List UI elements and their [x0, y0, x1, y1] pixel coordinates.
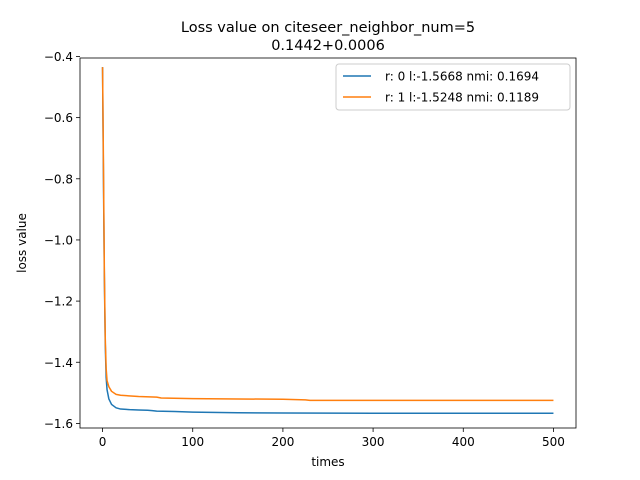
x-tick-label: 300	[362, 435, 385, 449]
x-tick-label: 500	[542, 435, 565, 449]
y-tick-label: −0.4	[44, 50, 73, 64]
y-tick-label: −1.6	[44, 417, 73, 431]
series-layer	[101, 67, 554, 415]
plot-frame	[79, 57, 577, 429]
x-tick-label: 400	[452, 435, 475, 449]
x-tick-label: 100	[181, 435, 204, 449]
legend-frame	[335, 63, 571, 111]
y-tick-label: −1.2	[44, 295, 73, 309]
y-axis-label: loss value	[15, 213, 29, 273]
chart-subtitle: 0.1442+0.0006	[271, 38, 385, 54]
chart-title: Loss value on citeseer_neighbor_num=5	[181, 20, 475, 36]
x-tick-label: 200	[271, 435, 294, 449]
x-tick-label: 0	[99, 435, 107, 449]
legend: r: 0 l:-1.5668 nmi: 0.1694 r: 1 l:-1.524…	[335, 63, 571, 111]
series-line-0	[101, 67, 554, 415]
legend-label-series-0: r: 0 l:-1.5668 nmi: 0.1694	[385, 70, 539, 84]
y-tick-label: −1.4	[44, 356, 73, 370]
x-axis-label: times	[311, 455, 344, 469]
y-axis-ticks: −1.6 −1.4 −1.2 −1.0 −0.8 −0.6 −0.4	[44, 50, 80, 431]
plot-area: 0 100 200 300 400 500 −1.6 −1.4 −1.2 −1.0 −0.8 −0.…	[44, 50, 577, 449]
y-tick-label: −0.6	[44, 111, 73, 125]
y-tick-label: −0.8	[44, 172, 73, 186]
series-line-1	[101, 67, 554, 402]
y-tick-label: −1.0	[44, 233, 73, 247]
x-axis-ticks: 0 100 200 300 400 500	[99, 428, 565, 449]
legend-label-series-1: r: 1 l:-1.5248 nmi: 0.1189	[385, 91, 539, 105]
